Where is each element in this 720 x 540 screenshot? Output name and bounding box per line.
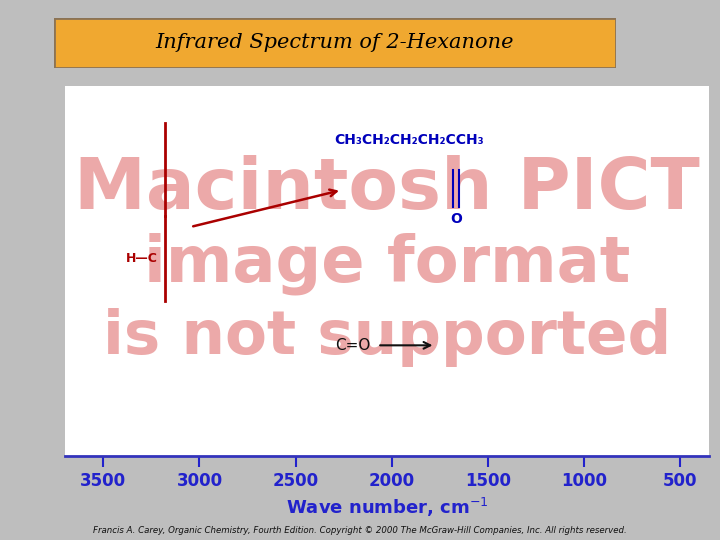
Text: image format: image format — [144, 233, 630, 295]
FancyBboxPatch shape — [60, 27, 622, 77]
Text: C=O: C=O — [336, 338, 371, 353]
Text: H—C: H—C — [127, 252, 158, 265]
FancyBboxPatch shape — [54, 18, 616, 68]
Text: Francis A. Carey, Organic Chemistry, Fourth Edition. Copyright © 2000 The McGraw: Francis A. Carey, Organic Chemistry, Fou… — [93, 525, 627, 535]
Text: Infrared Spectrum of 2-Hexanone: Infrared Spectrum of 2-Hexanone — [156, 33, 514, 52]
Text: CH₃CH₂CH₂CH₂CCH₃: CH₃CH₂CH₂CH₂CCH₃ — [335, 133, 485, 147]
Text: O: O — [450, 212, 462, 226]
X-axis label: Wave number, cm$^{-1}$: Wave number, cm$^{-1}$ — [286, 496, 488, 519]
Text: Macintosh PICT: Macintosh PICT — [74, 156, 700, 225]
Text: is not supported: is not supported — [103, 308, 671, 367]
